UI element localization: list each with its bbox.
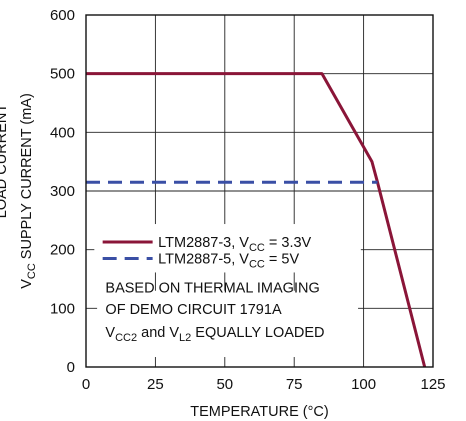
- x-tick-labels: 0 25 50 75 100 125: [82, 376, 446, 393]
- annotation-line-3: VCC2 and VL2 EQUALLY LOADED: [105, 325, 324, 344]
- y-tick-labels: 0 100 200 300 400 500 600: [50, 7, 75, 376]
- x-axis-title: TEMPERATURE (°C): [190, 404, 328, 420]
- y-axis-title-cropped: LOAD CURRENT: [0, 104, 10, 219]
- annotation: BASED ON THERMAL IMAGING OF DEMO CIRCUIT…: [97, 280, 359, 358]
- plot-frame: [85, 14, 434, 368]
- y-tick-label: 100: [50, 300, 75, 317]
- annotation-background: [97, 290, 359, 358]
- legend-label-ltm2887-5: LTM2887-5, VCC = 5V: [158, 251, 299, 270]
- legend-background: [94, 224, 361, 273]
- x-tick-label: 100: [351, 376, 376, 393]
- x-tick-label: 50: [216, 376, 233, 393]
- x-tick-label: 75: [286, 376, 303, 393]
- annotation-line-2: OF DEMO CIRCUIT 1791A: [105, 302, 282, 318]
- y-axis-title: VCC SUPPLY CURRENT (mA): [19, 93, 38, 289]
- legend-label-ltm2887-3: LTM2887-3, VCC = 3.3V: [158, 235, 311, 254]
- series-line-ltm2887-3: [86, 72, 427, 368]
- y-tick-label: 500: [50, 66, 75, 83]
- x-tick-label: 0: [82, 376, 90, 393]
- y-tick-label: 300: [50, 183, 75, 200]
- y-tick-label: 0: [67, 359, 75, 376]
- legend: LTM2887-3, VCC = 3.3V LTM2887-5, VCC = 5…: [94, 224, 361, 273]
- y-tick-label: 200: [50, 242, 75, 259]
- annotation-line-1: BASED ON THERMAL IMAGING: [105, 280, 319, 296]
- x-tick-label: 125: [420, 376, 445, 393]
- series-layer: [86, 72, 427, 368]
- y-tick-label: 400: [50, 124, 75, 141]
- x-tick-label: 25: [147, 376, 164, 393]
- y-tick-label: 600: [50, 7, 75, 24]
